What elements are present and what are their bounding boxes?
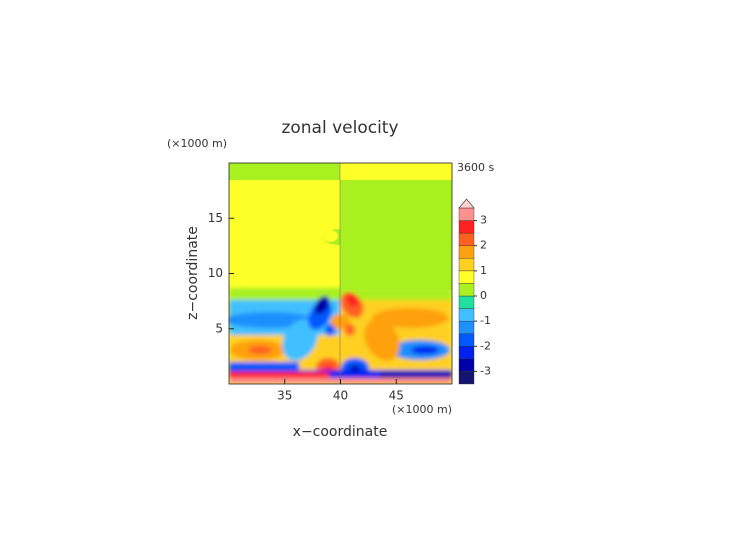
colorbar-band bbox=[458, 258, 475, 272]
colorbar-band bbox=[458, 232, 475, 246]
x-tick-label: 45 bbox=[389, 389, 404, 403]
contour-field bbox=[229, 163, 452, 384]
colorbar-tick-label: -1 bbox=[480, 314, 491, 327]
y-tick-label: 5 bbox=[215, 321, 223, 335]
y-tick-label: 15 bbox=[208, 211, 223, 225]
colorbar-band bbox=[458, 295, 475, 309]
colorbar-extend bbox=[458, 198, 475, 209]
x-axis-label: x−coordinate bbox=[293, 424, 388, 440]
colorbar-band bbox=[458, 283, 475, 297]
colorbar-tick-label: 3 bbox=[480, 214, 487, 227]
colorbar-tick-label: -2 bbox=[480, 339, 491, 352]
colorbar-tick-label: -3 bbox=[480, 364, 491, 377]
colorbar-band bbox=[458, 358, 475, 372]
colorbar-tick-label: 0 bbox=[480, 289, 487, 302]
time-label: 3600 s bbox=[457, 161, 494, 174]
x-tick-label: 40 bbox=[333, 389, 348, 403]
x-tick-label: 35 bbox=[277, 389, 292, 403]
colorbar-band bbox=[458, 207, 475, 221]
colorbar-band bbox=[458, 320, 475, 334]
colorbar-band bbox=[458, 270, 475, 284]
colorbar-band bbox=[458, 308, 475, 322]
y-tick-label: 10 bbox=[208, 266, 223, 280]
colorbar-band bbox=[458, 333, 475, 347]
chart-title: zonal velocity bbox=[281, 118, 398, 138]
colorbar-band bbox=[458, 220, 475, 234]
x-unit: (×1000 m) bbox=[392, 403, 452, 416]
colorbar-band bbox=[458, 245, 475, 259]
colorbar-tick-label: 2 bbox=[480, 239, 487, 252]
colorbar-tick-label: 1 bbox=[480, 264, 487, 277]
y-unit: (×1000 m) bbox=[167, 137, 227, 150]
colorbar-band bbox=[458, 371, 475, 385]
colorbar-band bbox=[458, 346, 475, 360]
y-axis-label: z−coordinate bbox=[185, 226, 201, 320]
